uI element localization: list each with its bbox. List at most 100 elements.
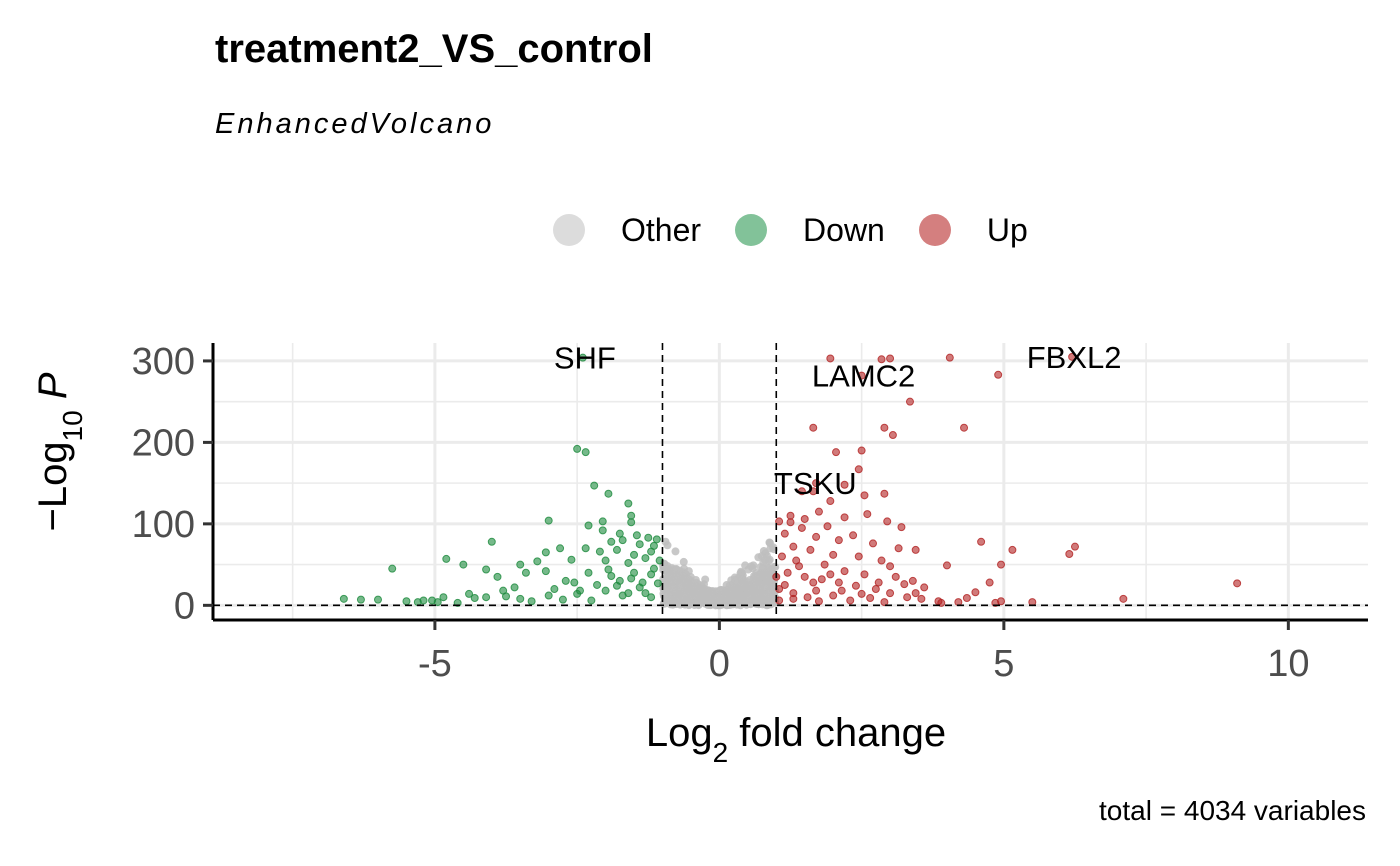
point-up [826, 354, 835, 363]
point-up [886, 589, 895, 598]
point-down [624, 499, 633, 508]
point-other [671, 547, 680, 556]
point-up [880, 489, 889, 498]
point-down [607, 572, 616, 581]
point-down [541, 567, 550, 576]
point-up [786, 518, 795, 527]
point-up [820, 560, 829, 569]
point-down [584, 521, 593, 530]
point-up [814, 597, 823, 606]
point-down [584, 568, 593, 577]
point-up [863, 510, 872, 519]
point-up [826, 570, 835, 579]
point-up [829, 591, 838, 600]
point-down [527, 597, 536, 606]
point-down [601, 586, 610, 595]
point-down [627, 511, 636, 520]
point-other [663, 541, 672, 550]
gene-label-tsku: TSKU [774, 466, 857, 501]
point-down [649, 564, 658, 573]
legend-swatch-down [735, 214, 768, 246]
point-up [888, 431, 897, 440]
point-other [672, 565, 681, 574]
point-down [612, 545, 621, 554]
point-up [891, 572, 900, 581]
point-up [962, 594, 971, 603]
point-up [860, 491, 869, 500]
point-other [691, 591, 700, 600]
legend: Other Down Up [553, 208, 1062, 252]
point-down [575, 586, 584, 595]
point-up [857, 589, 866, 598]
point-other [684, 567, 693, 576]
point-up [942, 561, 951, 570]
point-other [736, 594, 745, 603]
point-up [900, 580, 909, 589]
point-up [840, 480, 849, 489]
point-up [920, 583, 929, 592]
point-down [607, 537, 616, 546]
point-other [741, 561, 750, 570]
y-tick-label: 100 [132, 504, 195, 546]
point-down [487, 537, 496, 546]
point-down [641, 589, 650, 598]
point-up [945, 353, 954, 362]
point-up [812, 586, 821, 595]
point-down [627, 518, 636, 527]
point-down [533, 557, 542, 566]
point-up [857, 371, 866, 380]
x-tick-label: 0 [709, 643, 730, 685]
point-other [728, 597, 737, 606]
point-other [723, 587, 732, 596]
point-other [758, 563, 767, 572]
point-up [997, 560, 1006, 569]
point-up [977, 537, 986, 546]
point-down [339, 594, 348, 603]
gene-label-lamc2: LAMC2 [812, 359, 915, 394]
point-down [635, 540, 644, 549]
point-up [1119, 594, 1128, 603]
legend-item-other: Other [553, 212, 701, 249]
point-down [598, 526, 607, 535]
point-up [834, 536, 843, 545]
point-down [578, 353, 587, 362]
point-up [985, 578, 994, 587]
point-down [493, 572, 502, 581]
y-tick-label: 0 [174, 585, 195, 627]
point-up [1070, 542, 1079, 551]
point-up [954, 598, 963, 607]
point-down [652, 535, 661, 544]
point-down [587, 596, 596, 605]
point-up [817, 575, 826, 584]
chart-title: treatment2_VS_control [215, 27, 653, 71]
gene-label-fbxl2: FBXL2 [1027, 340, 1122, 375]
point-down [593, 580, 602, 589]
point-down [567, 555, 576, 564]
point-up [775, 517, 784, 526]
point-down [653, 579, 662, 588]
point-other [716, 594, 725, 603]
point-up [886, 354, 895, 363]
point-down [516, 594, 525, 603]
point-other [759, 591, 768, 600]
point-other [684, 584, 693, 593]
x-tick-label: -5 [418, 643, 452, 685]
point-down [499, 586, 508, 595]
point-up [905, 397, 914, 406]
point-up [789, 542, 798, 551]
point-up [877, 355, 886, 364]
chart-subtitle: EnhancedVolcano [215, 108, 495, 140]
point-down [630, 550, 639, 559]
point-down [590, 481, 599, 490]
point-up [797, 523, 806, 532]
point-down [601, 556, 610, 565]
point-up [869, 539, 877, 548]
gene-label-shf: SHF [554, 341, 616, 376]
point-other [676, 585, 685, 594]
point-down [598, 517, 607, 526]
point-down [644, 533, 653, 542]
point-up [860, 570, 869, 579]
point-down [482, 565, 491, 574]
data-points [339, 352, 1242, 610]
